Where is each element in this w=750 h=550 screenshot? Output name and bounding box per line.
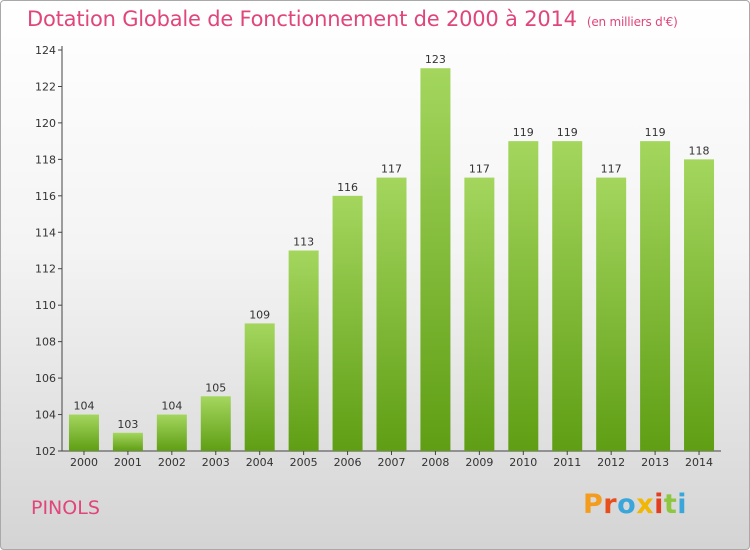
bar xyxy=(112,432,143,451)
bar xyxy=(68,414,99,451)
x-tick-label: 2007 xyxy=(378,456,406,469)
bar xyxy=(376,177,407,451)
data-label: 119 xyxy=(513,126,534,139)
logo-letter: t xyxy=(663,489,678,520)
bar xyxy=(420,68,451,452)
data-label: 113 xyxy=(293,236,314,249)
y-tick-label: 108 xyxy=(35,336,56,349)
data-label: 118 xyxy=(689,144,710,157)
logo-letter: i xyxy=(677,489,688,520)
data-label: 119 xyxy=(557,126,578,139)
bar xyxy=(332,195,363,451)
y-tick-label: 102 xyxy=(35,445,56,458)
y-tick-label: 110 xyxy=(35,299,56,312)
x-tick-label: 2006 xyxy=(334,456,362,469)
x-tick-label: 2004 xyxy=(246,456,274,469)
data-label: 109 xyxy=(249,308,270,321)
bar xyxy=(596,177,627,451)
x-tick-label: 2013 xyxy=(641,456,669,469)
chart-title-text: Dotation Globale de Fonctionnement de 20… xyxy=(27,7,577,31)
x-tick-label: 2012 xyxy=(597,456,625,469)
logo-letter: P xyxy=(583,489,604,520)
x-tick-label: 2001 xyxy=(114,456,142,469)
x-tick-label: 2008 xyxy=(421,456,449,469)
y-tick-label: 106 xyxy=(35,372,56,385)
bar xyxy=(288,250,319,451)
proxiti-logo: Proxiti xyxy=(583,489,687,520)
data-label: 123 xyxy=(425,53,446,66)
y-tick-label: 104 xyxy=(35,409,56,422)
commune-name: PINOLS xyxy=(31,497,100,519)
y-tick-label: 114 xyxy=(35,226,56,239)
x-tick-label: 2014 xyxy=(685,456,713,469)
data-label: 116 xyxy=(337,181,358,194)
x-tick-label: 2011 xyxy=(553,456,581,469)
y-tick-label: 120 xyxy=(35,117,56,130)
bar xyxy=(684,159,715,451)
bar xyxy=(156,414,187,451)
data-label: 117 xyxy=(469,163,490,176)
logo-letter: r xyxy=(603,489,618,520)
x-tick-label: 2005 xyxy=(290,456,318,469)
logo-letter: x xyxy=(636,489,655,520)
y-tick-label: 122 xyxy=(35,80,56,93)
y-tick-label: 124 xyxy=(35,44,56,57)
logo-letter: o xyxy=(617,489,637,520)
bar xyxy=(200,396,231,451)
bar xyxy=(464,177,495,451)
x-tick-label: 2003 xyxy=(202,456,230,469)
bars: 104 103 104 105 109 113 116 117 123 117 119 119 117 1… xyxy=(68,53,715,452)
x-tick-label: 2010 xyxy=(509,456,537,469)
axes: 102 104 106 108 110 112 114 116 118 120 122 124 2000… xyxy=(35,44,721,469)
data-label: 117 xyxy=(381,163,402,176)
data-label: 104 xyxy=(161,400,182,413)
chart-unit: (en milliers d'€) xyxy=(586,15,678,29)
data-label: 117 xyxy=(601,163,622,176)
x-tick-label: 2009 xyxy=(465,456,493,469)
logo-letter: i xyxy=(654,489,664,520)
data-label: 103 xyxy=(117,418,138,431)
y-tick-label: 112 xyxy=(35,263,56,276)
data-label: 119 xyxy=(645,126,666,139)
x-tick-label: 2002 xyxy=(158,456,186,469)
data-label: 104 xyxy=(73,400,94,413)
bar xyxy=(508,141,539,452)
bar xyxy=(640,141,671,452)
chart-title: Dotation Globale de Fonctionnement de 20… xyxy=(27,7,678,31)
y-tick-label: 118 xyxy=(35,153,56,166)
data-label: 105 xyxy=(205,381,226,394)
bar xyxy=(244,323,275,451)
x-tick-label: 2000 xyxy=(70,456,98,469)
y-tick-label: 116 xyxy=(35,190,56,203)
bar xyxy=(552,141,583,452)
